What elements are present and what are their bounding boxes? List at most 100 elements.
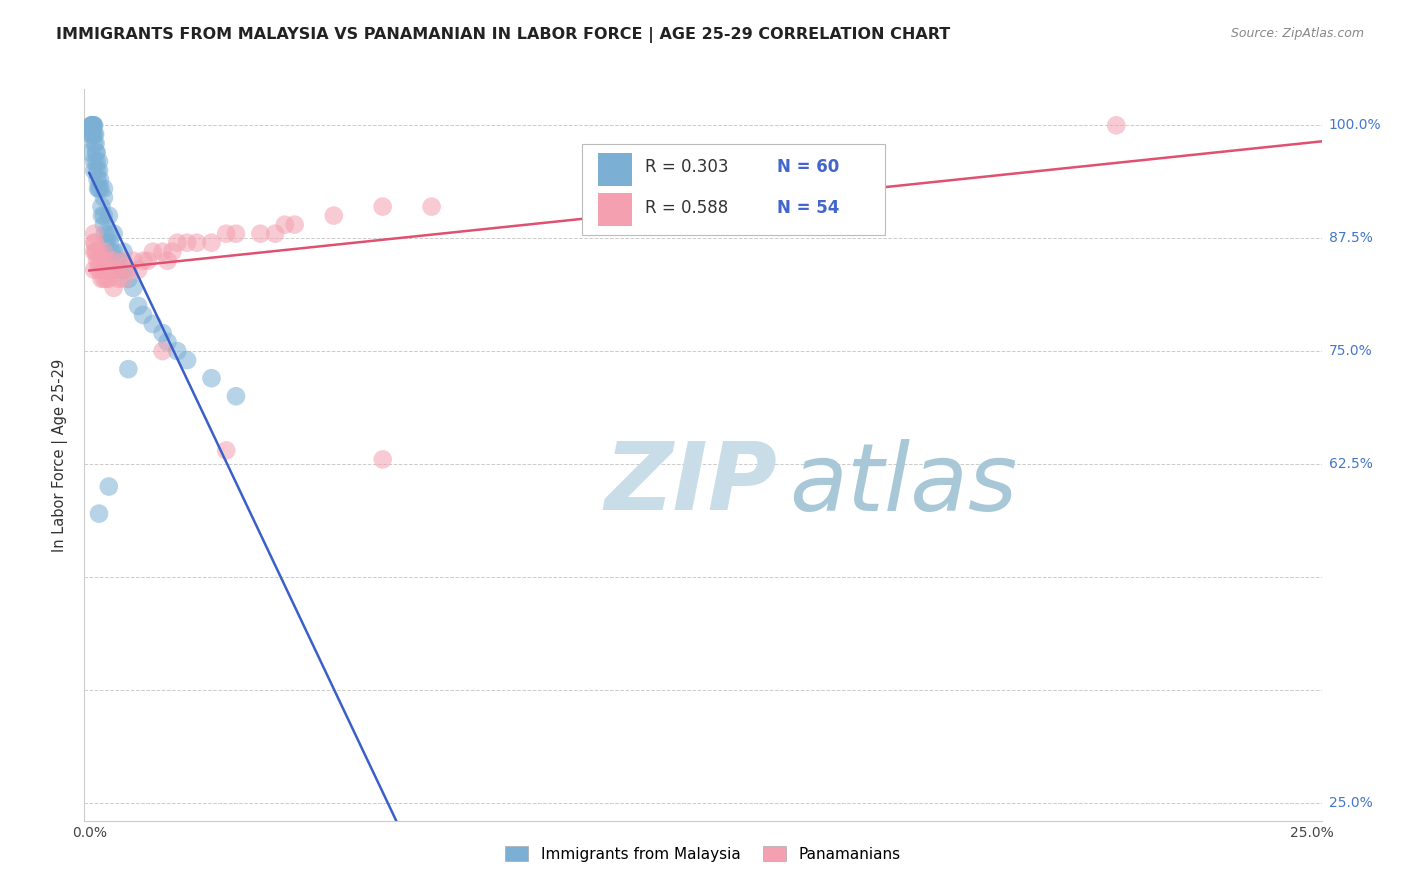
Y-axis label: In Labor Force | Age 25-29: In Labor Force | Age 25-29 (52, 359, 69, 551)
Point (89, 172, 111, 186)
Point (127, 299, 149, 313)
Point (87, 181, 110, 195)
Point (94, 227, 117, 241)
Point (249, 227, 271, 241)
Point (107, 272, 129, 286)
Point (1105, 118, 1128, 132)
Text: N = 54: N = 54 (778, 199, 839, 217)
Point (97, 209, 120, 223)
Point (112, 262, 135, 277)
Point (166, 344, 188, 359)
Point (152, 326, 174, 340)
Point (122, 281, 145, 295)
Point (82, 128, 104, 142)
Point (84, 145, 107, 160)
Point (156, 253, 179, 268)
Point (274, 218, 297, 232)
Point (93, 272, 115, 286)
Point (93, 253, 115, 268)
Point (93, 209, 115, 223)
Point (284, 218, 307, 232)
Point (93, 190, 115, 204)
Point (112, 244, 135, 259)
Point (91, 209, 114, 223)
Point (83, 262, 105, 277)
Point (82, 118, 104, 132)
Point (86, 172, 108, 186)
Point (97, 227, 120, 241)
Point (100, 244, 122, 259)
Point (86, 163, 108, 178)
Point (103, 281, 125, 295)
Text: ZIP: ZIP (605, 438, 778, 530)
Point (79, 145, 101, 160)
Point (103, 253, 125, 268)
Point (86, 244, 108, 259)
Text: N = 60: N = 60 (778, 159, 839, 177)
Point (86, 253, 108, 268)
Legend: Immigrants from Malaysia, Panamanians: Immigrants from Malaysia, Panamanians (499, 839, 907, 868)
Text: R = 0.588: R = 0.588 (645, 199, 728, 217)
Point (93, 218, 115, 232)
Point (84, 128, 107, 142)
Point (97, 479, 120, 493)
Point (371, 200, 394, 214)
Point (156, 334, 179, 349)
Point (112, 272, 135, 286)
Point (87, 507, 110, 521)
Point (87, 163, 110, 178)
Text: Source: ZipAtlas.com: Source: ZipAtlas.com (1230, 27, 1364, 40)
Point (420, 200, 443, 214)
Point (176, 235, 198, 250)
Point (166, 235, 188, 250)
Point (371, 452, 394, 467)
Point (322, 209, 344, 223)
Point (83, 154, 105, 169)
Point (89, 181, 111, 195)
Point (122, 253, 145, 268)
Point (84, 136, 107, 151)
Text: 100.0%: 100.0% (1329, 119, 1381, 132)
Point (98, 235, 121, 250)
Point (80, 128, 103, 142)
Point (83, 136, 105, 151)
Point (215, 443, 238, 458)
Point (103, 244, 125, 259)
Point (93, 244, 115, 259)
FancyBboxPatch shape (598, 193, 633, 226)
Point (90, 272, 112, 286)
Point (117, 262, 139, 277)
Point (87, 154, 110, 169)
Point (127, 262, 149, 277)
Text: 87.5%: 87.5% (1329, 231, 1372, 245)
Point (136, 253, 159, 268)
Point (83, 128, 105, 142)
Point (93, 181, 115, 195)
Text: IMMIGRANTS FROM MALAYSIA VS PANAMANIAN IN LABOR FORCE | AGE 25-29 CORRELATION CH: IMMIGRANTS FROM MALAYSIA VS PANAMANIAN I… (56, 27, 950, 43)
Point (142, 244, 165, 259)
Point (225, 227, 247, 241)
Point (107, 262, 129, 277)
Point (87, 181, 110, 195)
Point (186, 235, 208, 250)
Point (112, 253, 135, 268)
Point (117, 362, 139, 376)
Point (84, 244, 107, 259)
Point (142, 317, 165, 331)
Point (97, 262, 120, 277)
Point (107, 253, 129, 268)
Point (90, 200, 112, 214)
Point (103, 227, 125, 241)
Point (89, 262, 111, 277)
Point (117, 272, 139, 286)
FancyBboxPatch shape (598, 153, 633, 186)
Point (84, 235, 107, 250)
Point (83, 244, 105, 259)
Point (96, 272, 118, 286)
Point (152, 344, 174, 359)
Point (176, 353, 198, 368)
Point (80, 118, 103, 132)
Point (97, 253, 120, 268)
Point (225, 389, 247, 403)
Point (97, 272, 120, 286)
